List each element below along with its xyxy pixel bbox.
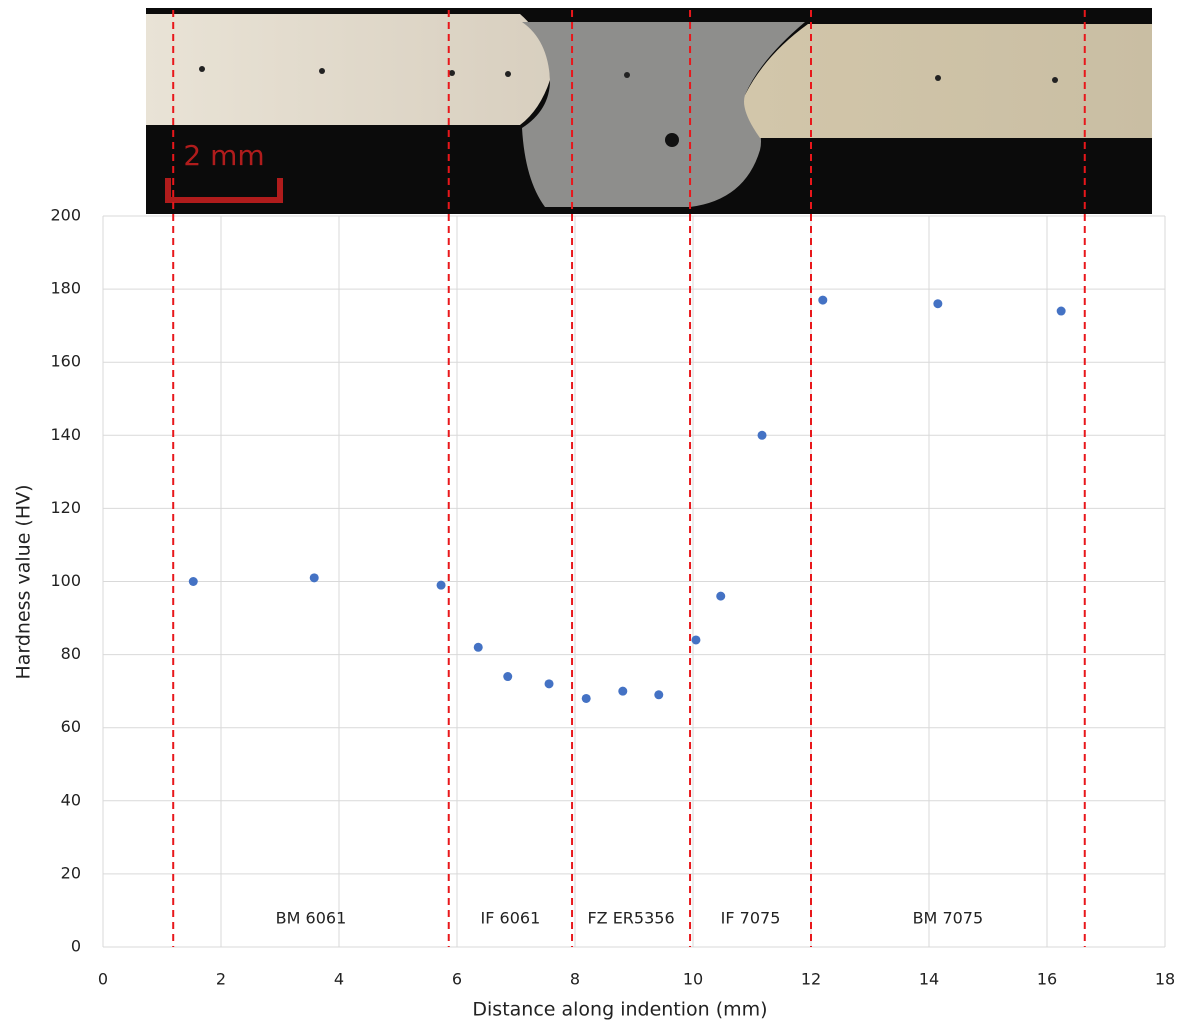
indent	[935, 75, 941, 81]
x-tick-label: 18	[1155, 970, 1175, 989]
x-tick-label: 6	[452, 970, 462, 989]
x-tick-label: 16	[1037, 970, 1057, 989]
indent	[449, 70, 455, 76]
y-tick-label: 60	[61, 717, 81, 736]
x-tick-label: 14	[919, 970, 939, 989]
y-tick-label: 200	[50, 206, 81, 225]
x-tick-label: 4	[334, 970, 344, 989]
y-tick-label: 40	[61, 790, 81, 809]
x-tick-label: 8	[570, 970, 580, 989]
page: 2 mm Distance along indention (mm) Hardn…	[0, 0, 1187, 1026]
data-point	[654, 690, 663, 699]
data-point	[716, 592, 725, 601]
y-tick-label: 140	[50, 425, 81, 444]
data-point	[818, 296, 827, 305]
x-tick-label: 12	[801, 970, 821, 989]
data-point	[618, 687, 627, 696]
y-tick-label: 0	[71, 937, 81, 956]
zone-label: BM 7075	[913, 909, 984, 928]
base-metal-7075	[744, 24, 1152, 138]
data-point	[1057, 307, 1066, 316]
indent	[199, 66, 205, 72]
x-axis-title: Distance along indention (mm)	[472, 999, 767, 1021]
y-tick-label: 160	[50, 352, 81, 371]
x-tick-label: 0	[98, 970, 108, 989]
data-point	[582, 694, 591, 703]
pore	[665, 133, 679, 147]
data-point	[437, 581, 446, 590]
y-tick-label: 120	[50, 498, 81, 517]
y-tick-label: 180	[50, 279, 81, 298]
indent	[624, 72, 630, 78]
data-point	[933, 299, 942, 308]
data-point	[310, 573, 319, 582]
zone-label: IF 6061	[481, 909, 541, 928]
data-point	[545, 679, 554, 688]
data-point	[503, 672, 512, 681]
micrograph: 2 mm	[146, 8, 1152, 214]
zone-label: IF 7075	[721, 909, 781, 928]
x-tick-label: 10	[683, 970, 703, 989]
base-metal-6061	[146, 14, 550, 125]
x-tick-label: 2	[216, 970, 226, 989]
data-point	[691, 635, 700, 644]
indent	[319, 68, 325, 74]
data-point	[189, 577, 198, 586]
y-tick-label: 20	[61, 863, 81, 882]
chart: 2 mm Distance along indention (mm) Hardn…	[0, 0, 1187, 1026]
data-point	[758, 431, 767, 440]
y-tick-label: 100	[50, 571, 81, 590]
y-tick-label: 80	[61, 644, 81, 663]
y-axis-title: Hardness value (HV)	[13, 484, 35, 679]
zone-label: FZ ER5356	[587, 909, 674, 928]
zone-label: BM 6061	[276, 909, 347, 928]
indent	[505, 71, 511, 77]
data-point	[474, 643, 483, 652]
scale-bar-label: 2 mm	[183, 139, 264, 172]
indent	[1052, 77, 1058, 83]
